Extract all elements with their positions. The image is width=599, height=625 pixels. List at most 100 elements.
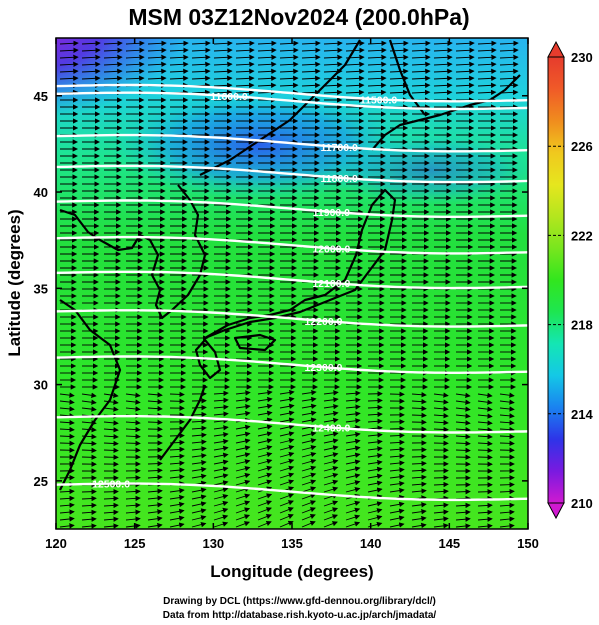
wind-arrow [411, 47, 431, 54]
wind-arrow [279, 520, 294, 528]
wind-arrow [103, 406, 119, 412]
wind-arrow [125, 440, 141, 447]
credit-line-data: Data from http://database.rish.kyoto-u.a… [162, 610, 437, 621]
wind-arrow [103, 47, 123, 54]
wind-arrow [323, 82, 343, 89]
x-tick-label: 130 [202, 536, 224, 551]
wind-arrow [323, 486, 339, 493]
wind-arrow [389, 68, 409, 75]
wind-arrow [433, 419, 449, 426]
wind-arrow [345, 418, 361, 424]
wind-arrow [81, 440, 97, 447]
wind-arrow [411, 398, 427, 405]
wind-arrow [213, 418, 229, 424]
wind-arrow [125, 54, 145, 61]
x-tick-label: 125 [124, 536, 146, 551]
wind-arrow [433, 523, 449, 529]
wind-arrow [367, 68, 387, 75]
wind-arrow [367, 82, 387, 89]
wind-arrow [213, 480, 229, 486]
wind-arrow [125, 68, 145, 75]
wind-arrow [235, 424, 251, 431]
wind-arrow [301, 438, 317, 444]
wind-arrow [59, 75, 79, 82]
wind-arrow [103, 68, 123, 75]
wind-arrow [389, 501, 405, 507]
wind-arrow [411, 89, 431, 96]
wind-arrow [103, 61, 123, 68]
wind-arrow [499, 413, 515, 419]
x-tick-label: 145 [438, 536, 460, 551]
wind-arrow [345, 438, 361, 445]
wind-arrow [367, 418, 383, 424]
wind-arrow [433, 426, 449, 433]
wind-arrow [279, 507, 294, 514]
wind-arrow [477, 392, 493, 399]
wind-arrow [257, 465, 273, 472]
wind-arrow [213, 521, 229, 528]
wind-arrow [389, 439, 405, 446]
wind-arrow [235, 479, 251, 486]
wind-arrow [301, 458, 317, 465]
wind-arrow [433, 406, 449, 412]
wind-arrow [81, 40, 101, 47]
wind-arrow [191, 515, 207, 521]
wind-arrow [301, 54, 321, 61]
wind-arrow [191, 453, 207, 459]
wind-arrow [411, 522, 427, 529]
wind-arrow [345, 390, 361, 396]
wind-arrow [191, 89, 211, 96]
wind-arrow [103, 54, 123, 61]
wind-arrow [367, 411, 383, 418]
wind-arrow [235, 397, 251, 403]
wind-arrow [389, 82, 409, 89]
wind-arrow [477, 40, 497, 47]
wind-arrow [191, 68, 211, 75]
wind-arrow [367, 439, 383, 445]
wind-arrow [499, 509, 515, 515]
wind-arrow [455, 516, 471, 522]
wind-arrow [367, 47, 387, 54]
wind-arrow [59, 523, 75, 529]
wind-arrow [169, 501, 185, 508]
wind-arrow [477, 440, 493, 447]
wind-arrow [213, 507, 229, 514]
wind-arrow [147, 54, 167, 61]
wind-arrow [345, 40, 365, 47]
wind-arrow [125, 47, 145, 54]
wind-arrow [257, 40, 277, 47]
wind-arrow [147, 495, 163, 501]
wind-arrow [345, 431, 361, 438]
wind-arrow [213, 514, 229, 521]
y-axis-label: Latitude (degrees) [5, 209, 24, 356]
wind-arrow [389, 460, 405, 466]
wind-arrow [213, 61, 233, 68]
wind-arrow [301, 47, 321, 54]
wind-arrow [213, 466, 229, 472]
wind-arrow [257, 479, 273, 486]
wind-arrow [301, 451, 317, 458]
y-tick-label: 30 [34, 378, 48, 393]
wind-arrow [433, 488, 449, 495]
colorbar-top-triangle [547, 40, 565, 58]
wind-arrow [477, 413, 493, 419]
colorbar: 230 226 222 218 214 210 [547, 40, 593, 520]
wind-arrow [279, 403, 295, 409]
wind-arrow [433, 89, 453, 96]
colorbar-tick-label: 222 [571, 228, 593, 243]
wind-arrow [59, 47, 79, 54]
wind-arrow [191, 494, 207, 500]
wind-arrow [257, 431, 273, 437]
wind-arrow [59, 426, 75, 433]
wind-arrow [81, 502, 97, 509]
wind-arrow [455, 447, 471, 454]
wind-arrow [301, 431, 317, 437]
wind-arrow [279, 424, 295, 430]
wind-arrow [125, 502, 141, 508]
wind-arrow [191, 459, 207, 466]
wind-arrow [235, 521, 250, 528]
wind-arrow [411, 453, 427, 460]
wind-arrow [257, 520, 272, 528]
wind-arrow [477, 399, 493, 405]
wind-arrow [147, 419, 163, 426]
